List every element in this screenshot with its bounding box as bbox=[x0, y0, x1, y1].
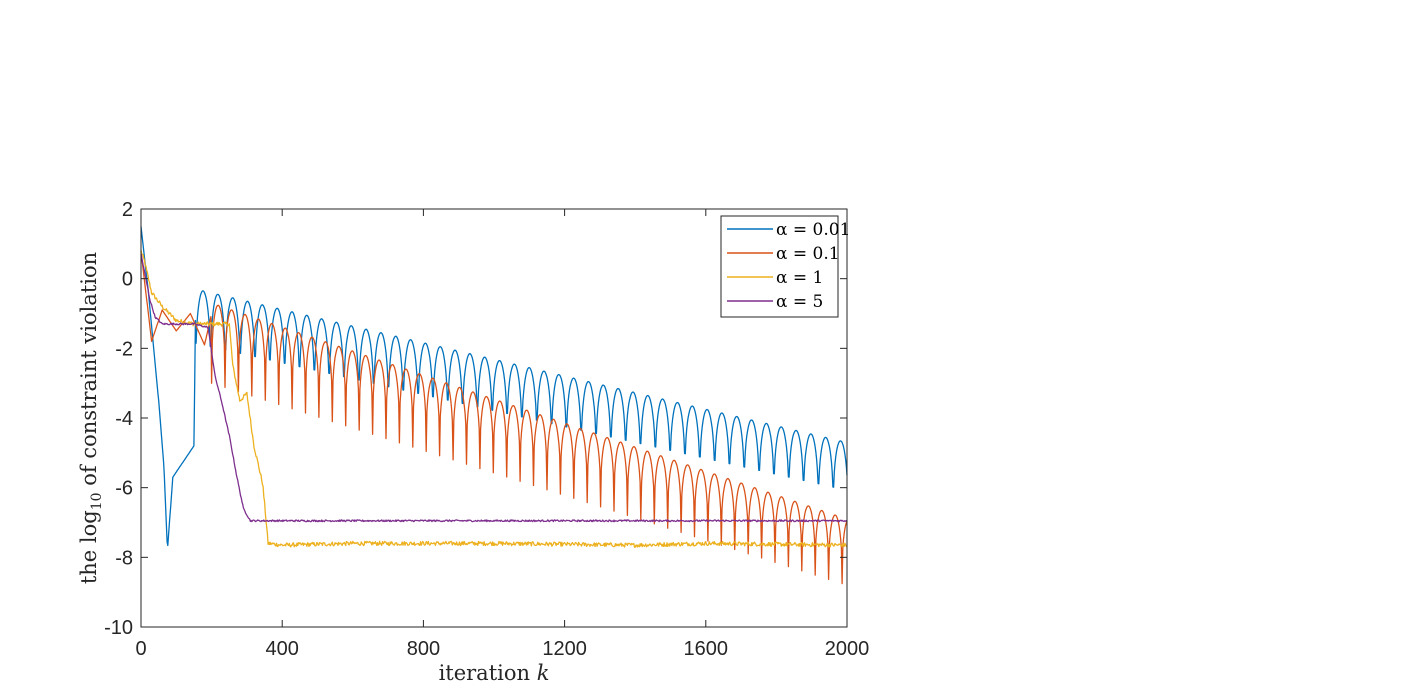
x-tick-label: 2000 bbox=[825, 638, 870, 660]
y-tick-label: 2 bbox=[122, 199, 133, 221]
ticks-layer bbox=[140, 208, 848, 628]
x-tick-labels: 0 400 800 1200 1600 2000 bbox=[135, 638, 869, 660]
x-tick-label: 1600 bbox=[684, 638, 729, 660]
legend-label-1: α = 0.01 bbox=[776, 220, 850, 240]
x-tick-label: 1200 bbox=[542, 638, 587, 660]
x-axis-title-math: k bbox=[537, 661, 550, 685]
legend-label-2: α = 0.1 bbox=[776, 244, 840, 264]
y-tick-label: -4 bbox=[115, 408, 133, 430]
legend-label-3: α = 1 bbox=[776, 268, 823, 288]
legend-items: α = 0.01 α = 0.1 α = 1 α = 5 bbox=[727, 220, 850, 312]
x-axis-title: iteration k bbox=[439, 661, 550, 685]
x-tick-label: 0 bbox=[135, 638, 146, 660]
y-tick-label: -10 bbox=[104, 617, 133, 639]
y-axis-title: the log10 of constraint violation bbox=[77, 252, 105, 584]
series-line-3 bbox=[140, 250, 848, 548]
legend-box bbox=[720, 215, 839, 318]
x-tick-label: 400 bbox=[266, 638, 299, 660]
series-line-4 bbox=[140, 253, 848, 523]
y-tick-label: -8 bbox=[115, 547, 133, 569]
y-tick-label: 0 bbox=[122, 269, 133, 291]
y-axis-title-post: of constraint violation bbox=[77, 252, 101, 493]
legend: α = 0.01 α = 0.1 α = 1 α = 5 bbox=[720, 215, 850, 318]
x-axis-title-text: iteration bbox=[439, 661, 537, 685]
series-line-1 bbox=[140, 226, 848, 547]
y-tick-label: -6 bbox=[115, 478, 133, 500]
series-layer bbox=[140, 226, 848, 585]
y-tick-labels: -10 -8 -6 -4 -2 0 2 bbox=[104, 199, 133, 639]
y-tick-label: -2 bbox=[115, 338, 133, 360]
series-line-2 bbox=[140, 250, 848, 585]
legend-label-4: α = 5 bbox=[776, 292, 823, 312]
y-axis-title-pre: the log bbox=[77, 510, 101, 584]
x-tick-label: 800 bbox=[407, 638, 440, 660]
y-axis-title-sub: 10 bbox=[89, 492, 105, 510]
